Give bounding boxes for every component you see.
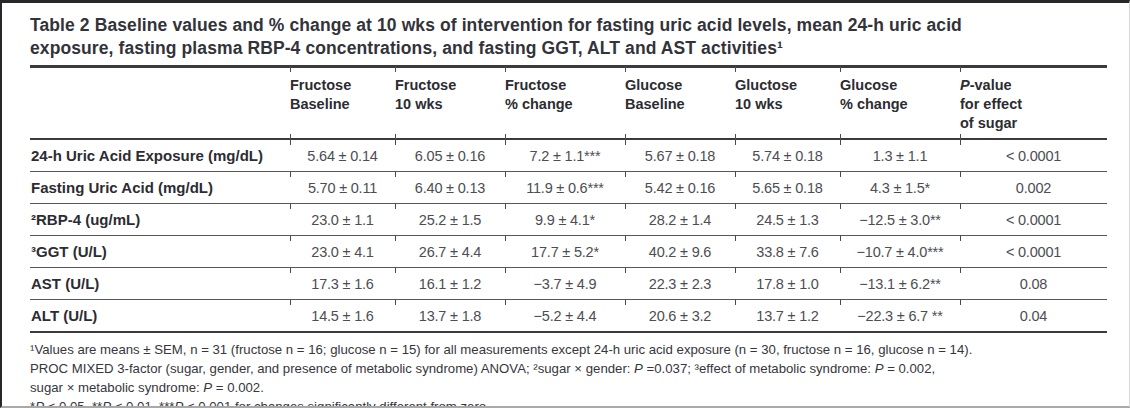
column-header-empty (30, 67, 290, 140)
table-row-fasting-uric-acid: Fasting Uric Acid (mg/dL) 5.70 ± 0.11 6.… (30, 172, 1107, 204)
cell: 11.9 ± 0.6*** (505, 172, 625, 204)
text-segment: ¹Values are means ± SEM, n = 31 (fructos… (30, 342, 972, 357)
table-row-uric-acid-exposure: 24-h Uric Acid Exposure (mg/dL) 5.64 ± 0… (30, 139, 1107, 172)
cell: 17.3 ± 1.6 (290, 268, 395, 300)
row-label: ALT (U/L) (30, 300, 290, 333)
text-segment: sugar × metabolic syndrome: (30, 380, 203, 395)
column-header-fructose-baseline: Fructose Baseline (290, 67, 395, 140)
text-segment: -value for effect of sugar (960, 77, 1022, 131)
column-header-glucose-baseline: Glucose Baseline (625, 67, 735, 140)
row-label: 24-h Uric Acid Exposure (mg/dL) (30, 139, 290, 172)
baseline-results-table: Fructose Baseline Fructose 10 wks Fructo… (30, 65, 1107, 333)
column-header-fructose-10wks: Fructose 10 wks (395, 67, 505, 140)
text-segment: P (35, 399, 44, 408)
footnote-significance: *P < 0.05, **P < 0.01, ***P < 0.001 for … (30, 397, 1107, 408)
cell: 0.08 (960, 268, 1107, 300)
cell: 28.2 ± 1.4 (625, 204, 735, 236)
cell: 16.1 ± 1.2 (395, 268, 505, 300)
column-header-p-value: P-value for effect of sugar (960, 67, 1107, 140)
footnote-1: ¹Values are means ± SEM, n = 31 (fructos… (30, 340, 1107, 359)
cell: 5.64 ± 0.14 (290, 139, 395, 172)
cell: 4.3 ± 1.5* (840, 172, 960, 204)
cell: 0.04 (960, 300, 1107, 333)
table-footnotes: ¹Values are means ± SEM, n = 31 (fructos… (30, 340, 1107, 408)
table-row-ast: AST (U/L) 17.3 ± 1.6 16.1 ± 1.2 −3.7 ± 4… (30, 268, 1107, 300)
footnote-3: sugar × metabolic syndrome: P = 0.002. (30, 378, 1107, 397)
cell: 26.7 ± 4.4 (395, 236, 505, 268)
cell: −13.1 ± 6.2** (840, 268, 960, 300)
cell: −5.2 ± 4.4 (505, 300, 625, 333)
row-label: Fasting Uric Acid (mg/dL) (30, 172, 290, 204)
cell: −10.7 ± 4.0*** (840, 236, 960, 268)
cell: 23.0 ± 1.1 (290, 204, 395, 236)
column-header-glucose-pct-change: Glucose % change (840, 67, 960, 140)
cell: 6.05 ± 0.16 (395, 139, 505, 172)
cell: 5.42 ± 0.16 (625, 172, 735, 204)
table-title: Table 2 Baseline values and % change at … (30, 14, 1107, 60)
row-label: AST (U/L) (30, 268, 290, 300)
text-segment: P (960, 77, 970, 93)
row-label: ²RBP-4 (ug/mL) (30, 204, 290, 236)
column-header-fructose-pct-change: Fructose % change (505, 67, 625, 140)
cell: 14.5 ± 1.6 (290, 300, 395, 333)
cell: 13.7 ± 1.2 (735, 300, 840, 333)
text-segment: =0.037; ³effect of metabolic syndrome: (643, 361, 875, 376)
cell: 5.70 ± 0.11 (290, 172, 395, 204)
footnote-2: PROC MIXED 3-factor (sugar, gender, and … (30, 359, 1107, 378)
text-segment: P (174, 399, 183, 408)
text-segment: < 0.05, ** (44, 399, 102, 408)
cell: 24.5 ± 1.3 (735, 204, 840, 236)
cell: < 0.0001 (960, 204, 1107, 236)
cell: 7.2 ± 1.1*** (505, 139, 625, 172)
text-segment: P (102, 399, 111, 408)
table-row-alt: ALT (U/L) 14.5 ± 1.6 13.7 ± 1.8 −5.2 ± 4… (30, 300, 1107, 333)
cell: 33.8 ± 7.6 (735, 236, 840, 268)
cell: 0.002 (960, 172, 1107, 204)
cell: −12.5 ± 3.0** (840, 204, 960, 236)
cell: 40.2 ± 9.6 (625, 236, 735, 268)
cell: 17.7 ± 5.2* (505, 236, 625, 268)
table-figure: Table 2 Baseline values and % change at … (0, 0, 1130, 408)
cell: < 0.0001 (960, 139, 1107, 172)
text-segment: = 0.002. (212, 380, 264, 395)
cell: 5.74 ± 0.18 (735, 139, 840, 172)
cell: 5.67 ± 0.18 (625, 139, 735, 172)
text-segment: P (203, 380, 212, 395)
text-segment: P (634, 361, 643, 376)
cell: 25.2 ± 1.5 (395, 204, 505, 236)
cell: 17.8 ± 1.0 (735, 268, 840, 300)
cell: 20.6 ± 3.2 (625, 300, 735, 333)
cell: 23.0 ± 4.1 (290, 236, 395, 268)
cell: < 0.0001 (960, 236, 1107, 268)
text-segment: = 0.002, (883, 361, 935, 376)
text-segment: PROC MIXED 3-factor (sugar, gender, and … (30, 361, 634, 376)
cell: 13.7 ± 1.8 (395, 300, 505, 333)
column-header-glucose-10wks: Gluctose 10 wks (735, 67, 840, 140)
cell: 1.3 ± 1.1 (840, 139, 960, 172)
cell: −3.7 ± 4.9 (505, 268, 625, 300)
cell: −22.3 ± 6.7 ** (840, 300, 960, 333)
header-row: Fructose Baseline Fructose 10 wks Fructo… (30, 67, 1107, 140)
text-segment: < 0.01, *** (111, 399, 174, 408)
table-row-ggt: ³GGT (U/L) 23.0 ± 4.1 26.7 ± 4.4 17.7 ± … (30, 236, 1107, 268)
cell: 9.9 ± 4.1* (505, 204, 625, 236)
cell: 22.3 ± 2.3 (625, 268, 735, 300)
text-segment: < 0.001 for changes significantly differ… (183, 399, 490, 408)
cell: 6.40 ± 0.13 (395, 172, 505, 204)
cell: 5.65 ± 0.18 (735, 172, 840, 204)
row-label: ³GGT (U/L) (30, 236, 290, 268)
table-row-rbp4: ²RBP-4 (ug/mL) 23.0 ± 1.1 25.2 ± 1.5 9.9… (30, 204, 1107, 236)
